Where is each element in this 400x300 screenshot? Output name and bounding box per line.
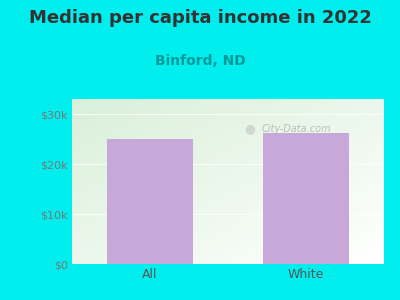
Bar xyxy=(263,133,349,264)
Text: Binford, ND: Binford, ND xyxy=(155,54,245,68)
Bar xyxy=(107,139,193,264)
Text: ●: ● xyxy=(244,122,255,135)
Text: City-Data.com: City-Data.com xyxy=(262,124,332,134)
Text: Median per capita income in 2022: Median per capita income in 2022 xyxy=(28,9,372,27)
